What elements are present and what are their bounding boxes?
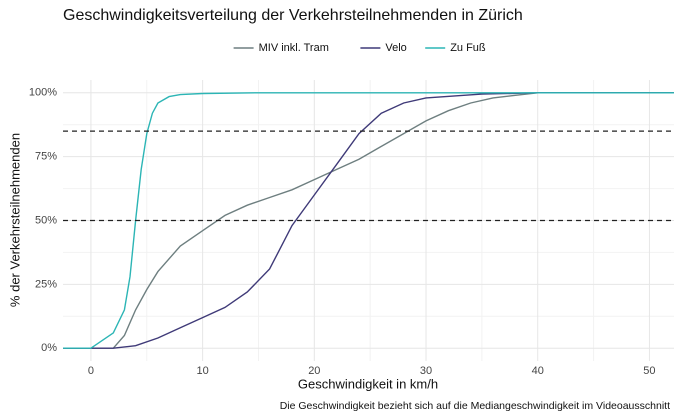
- x-tick-label: 30: [420, 365, 432, 377]
- y-tick-label: 50%: [35, 214, 57, 226]
- x-axis-label: Geschwindigkeit in km/h: [298, 376, 438, 391]
- y-tick-label: 25%: [35, 278, 57, 290]
- legend-label: MIV inkl. Tram: [259, 42, 329, 54]
- y-tick-label: 100%: [29, 87, 57, 99]
- series-line: [63, 92, 674, 349]
- x-tick-label: 0: [88, 365, 94, 377]
- legend-label: Zu Fuß: [450, 42, 486, 54]
- x-tick-label: 20: [308, 365, 320, 377]
- series-line: [63, 92, 674, 349]
- x-tick-label: 50: [643, 365, 655, 377]
- y-tick-label: 75%: [35, 151, 57, 163]
- series-line: [63, 92, 674, 349]
- legend-label: Velo: [385, 42, 406, 54]
- x-tick-label: 10: [197, 365, 209, 377]
- y-tick-label: 0%: [41, 342, 57, 354]
- chart-title: Geschwindigkeitsverteilung der Verkehrst…: [63, 7, 523, 24]
- caption: Die Geschwindigkeit bezieht sich auf die…: [280, 400, 670, 412]
- x-tick-label: 40: [532, 365, 544, 377]
- y-axis-label: % der Verkehrsteilnehmenden: [7, 133, 22, 307]
